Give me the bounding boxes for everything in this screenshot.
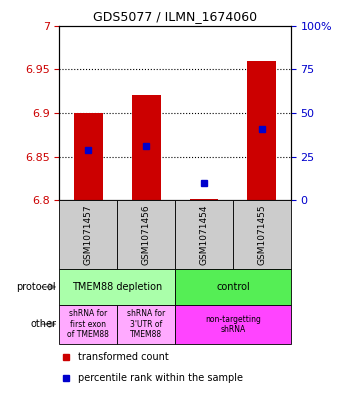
Bar bbox=[74, 113, 103, 200]
Text: GSM1071454: GSM1071454 bbox=[200, 205, 208, 265]
Text: other: other bbox=[30, 319, 56, 329]
Text: transformed count: transformed count bbox=[78, 352, 169, 362]
FancyBboxPatch shape bbox=[59, 269, 175, 305]
FancyBboxPatch shape bbox=[59, 305, 117, 344]
FancyBboxPatch shape bbox=[175, 305, 291, 344]
FancyBboxPatch shape bbox=[233, 200, 291, 269]
FancyBboxPatch shape bbox=[59, 200, 117, 269]
Bar bbox=[247, 61, 276, 200]
FancyBboxPatch shape bbox=[117, 305, 175, 344]
Title: GDS5077 / ILMN_1674060: GDS5077 / ILMN_1674060 bbox=[93, 10, 257, 23]
Text: shRNA for
first exon
of TMEM88: shRNA for first exon of TMEM88 bbox=[67, 309, 109, 339]
FancyBboxPatch shape bbox=[117, 200, 175, 269]
Text: GSM1071456: GSM1071456 bbox=[142, 204, 151, 265]
FancyBboxPatch shape bbox=[175, 269, 291, 305]
Text: TMEM88 depletion: TMEM88 depletion bbox=[72, 282, 163, 292]
Text: GSM1071457: GSM1071457 bbox=[84, 204, 93, 265]
Text: percentile rank within the sample: percentile rank within the sample bbox=[78, 373, 243, 383]
Text: protocol: protocol bbox=[16, 282, 56, 292]
Bar bbox=[190, 199, 218, 200]
Text: control: control bbox=[216, 282, 250, 292]
Text: shRNA for
3'UTR of
TMEM88: shRNA for 3'UTR of TMEM88 bbox=[127, 309, 165, 339]
Text: non-targetting
shRNA: non-targetting shRNA bbox=[205, 314, 261, 334]
FancyBboxPatch shape bbox=[175, 200, 233, 269]
Bar bbox=[132, 95, 161, 200]
Text: GSM1071455: GSM1071455 bbox=[257, 204, 266, 265]
